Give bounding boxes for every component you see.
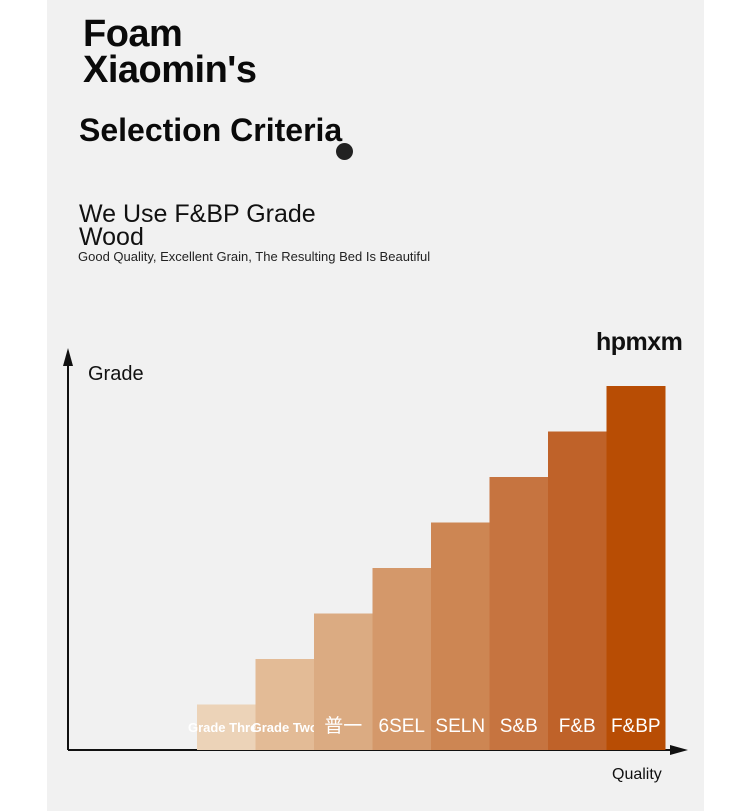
- bar: [372, 568, 432, 750]
- bar: [255, 659, 315, 750]
- bar: [606, 386, 666, 750]
- title-line-1: Foam: [83, 13, 183, 55]
- bar: [314, 613, 373, 750]
- y-axis-arrow-icon: [63, 348, 73, 366]
- page-title: Foam Xiaomin's: [83, 13, 257, 91]
- bar-label: S&B: [500, 716, 538, 737]
- decorative-dot: [336, 143, 353, 160]
- bar: [197, 704, 256, 750]
- tagline: Good Quality, Excellent Grain, The Resul…: [78, 249, 431, 264]
- section-heading: We Use F&BP Grade Wood: [79, 200, 316, 251]
- brand-logo: hpmxm: [596, 328, 683, 356]
- x-axis-arrow-icon: [670, 745, 688, 755]
- bar-label: 6SEL: [379, 716, 425, 737]
- bar-label: F&B: [559, 716, 596, 737]
- bar: [548, 431, 607, 750]
- bar-label: F&BP: [611, 716, 661, 737]
- bar: [431, 522, 490, 750]
- bar-label: SELN: [435, 716, 485, 737]
- bar-label: Grade Three: [188, 720, 265, 735]
- page-subtitle: Selection Criteria: [79, 112, 343, 148]
- bar: [489, 477, 549, 750]
- x-axis-label: Quality: [612, 766, 662, 783]
- title-line-2: Xiaomin's: [83, 49, 257, 91]
- bar-label: Grade Two: [252, 720, 318, 735]
- bar-label: 普一: [324, 715, 362, 737]
- y-axis-label: Grade: [88, 363, 144, 385]
